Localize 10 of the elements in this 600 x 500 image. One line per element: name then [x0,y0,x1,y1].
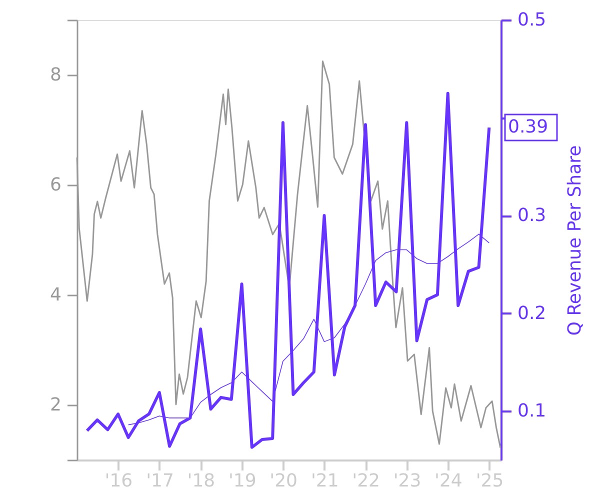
y2-tick-label: 0.1 [518,400,546,422]
y2-tick-label: 0.5 [518,10,546,30]
y-tick-label: 4 [50,284,62,306]
data-label: 0.39 [508,116,548,138]
y-tick-label: 8 [50,64,62,86]
y2-tick-label: 0.3 [518,205,546,226]
y2-axis-title: Q Revenue Per Share [564,145,586,336]
y2-tick-label: 0.2 [518,302,546,324]
y-tick-label: 6 [50,174,62,196]
y-tick-label: 2 [50,394,62,416]
